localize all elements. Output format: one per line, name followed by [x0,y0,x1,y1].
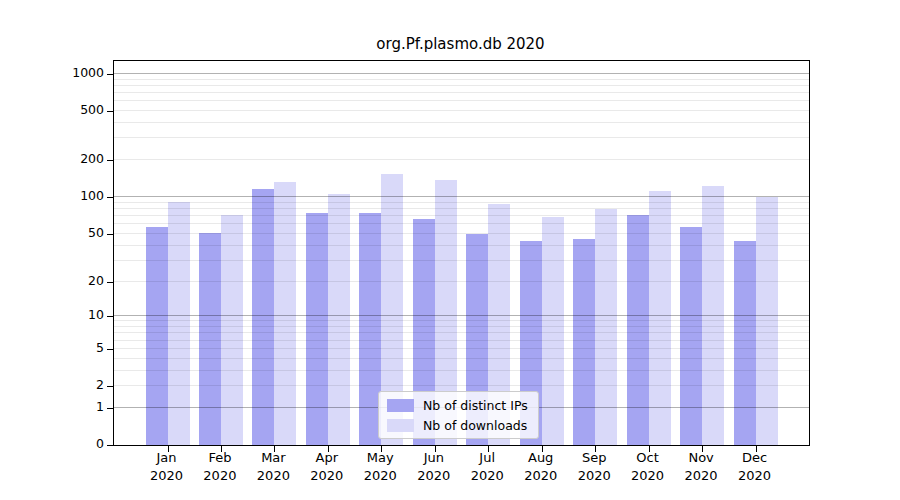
legend-item-downloads: Nb of downloads [387,417,528,433]
bar-downloads-nov [702,186,724,445]
bar-ips-apr [306,213,328,445]
ytick-label: 2 [0,377,104,393]
ytick-label: 0 [0,436,104,452]
bars-layer [114,61,809,445]
xtick-label-jul: Jul2020 [459,449,515,485]
bar-downloads-jan [168,202,190,446]
ytick-label: 10 [0,307,104,323]
ytick-mark [107,197,113,198]
ytick-mark [107,234,113,235]
xtick-year: 2020 [727,467,783,485]
xtick-year: 2020 [245,467,301,485]
xtick-month: Nov [673,449,729,467]
bar-downloads-dec [756,197,778,445]
ytick-label: 20 [0,273,104,289]
bar-ips-mar [252,189,274,445]
xtick-month: Jun [406,449,462,467]
bar-downloads-sep [595,209,617,445]
xtick-year: 2020 [566,467,622,485]
xtick-label-oct: Oct2020 [620,449,676,485]
bar-ips-jan [146,227,168,445]
ytick-mark [107,445,113,446]
xtick-month: Mar [245,449,301,467]
ytick-mark [107,349,113,350]
xtick-month: Jan [139,449,195,467]
xtick-year: 2020 [352,467,408,485]
xtick-month: Apr [299,449,355,467]
xtick-month: Jul [459,449,515,467]
xtick-label-aug: Aug2020 [513,449,569,485]
xtick-label-feb: Feb2020 [192,449,248,485]
xtick-year: 2020 [139,467,195,485]
ytick-label: 1000 [0,65,104,81]
xtick-label-jan: Jan2020 [139,449,195,485]
legend-item-distinct-ips: Nb of distinct IPs [387,397,528,413]
legend-swatch-downloads-icon [387,419,414,432]
ytick-mark [107,74,113,75]
xtick-month: Feb [192,449,248,467]
xtick-month: Aug [513,449,569,467]
ytick-mark [107,160,113,161]
bar-ips-dec [734,241,756,446]
bar-ips-feb [199,233,221,445]
xtick-label-mar: Mar2020 [245,449,301,485]
bar-downloads-apr [328,194,350,445]
xtick-label-apr: Apr2020 [299,449,355,485]
xtick-month: Sep [566,449,622,467]
bar-ips-nov [680,227,702,445]
legend-label-ips: Nb of distinct IPs [423,398,528,413]
xtick-month: Dec [727,449,783,467]
ytick-mark [107,316,113,317]
ytick-label: 50 [0,225,104,241]
legend-swatch-ips-icon [387,399,414,412]
ytick-label: 5 [0,340,104,356]
bar-ips-oct [627,215,649,445]
xtick-year: 2020 [406,467,462,485]
legend-label-downloads: Nb of downloads [423,418,527,433]
ytick-label: 500 [0,102,104,118]
legend: Nb of distinct IPs Nb of downloads [378,391,539,439]
ytick-label: 200 [0,151,104,167]
xtick-label-nov: Nov2020 [673,449,729,485]
ytick-label: 100 [0,188,104,204]
xtick-month: May [352,449,408,467]
xtick-month: Oct [620,449,676,467]
bar-downloads-feb [221,215,243,446]
ytick-mark [107,408,113,409]
xtick-year: 2020 [620,467,676,485]
xtick-label-may: May2020 [352,449,408,485]
xtick-year: 2020 [192,467,248,485]
chart-title: org.Pf.plasmo.db 2020 [113,35,808,53]
ytick-mark [107,282,113,283]
figure: org.Pf.plasmo.db 2020 0 1 2 5 10 20 50 100 200 50… [0,0,900,500]
bar-downloads-aug [542,217,564,445]
xtick-year: 2020 [299,467,355,485]
xtick-year: 2020 [513,467,569,485]
bar-downloads-mar [274,182,296,446]
xtick-year: 2020 [673,467,729,485]
ytick-mark [107,111,113,112]
xtick-label-dec: Dec2020 [727,449,783,485]
plot-area [113,60,810,446]
ytick-mark [107,386,113,387]
xtick-year: 2020 [459,467,515,485]
bar-downloads-oct [649,191,671,445]
bar-ips-sep [573,239,595,445]
xtick-label-jun: Jun2020 [406,449,462,485]
xtick-label-sep: Sep2020 [566,449,622,485]
ytick-label: 1 [0,399,104,415]
